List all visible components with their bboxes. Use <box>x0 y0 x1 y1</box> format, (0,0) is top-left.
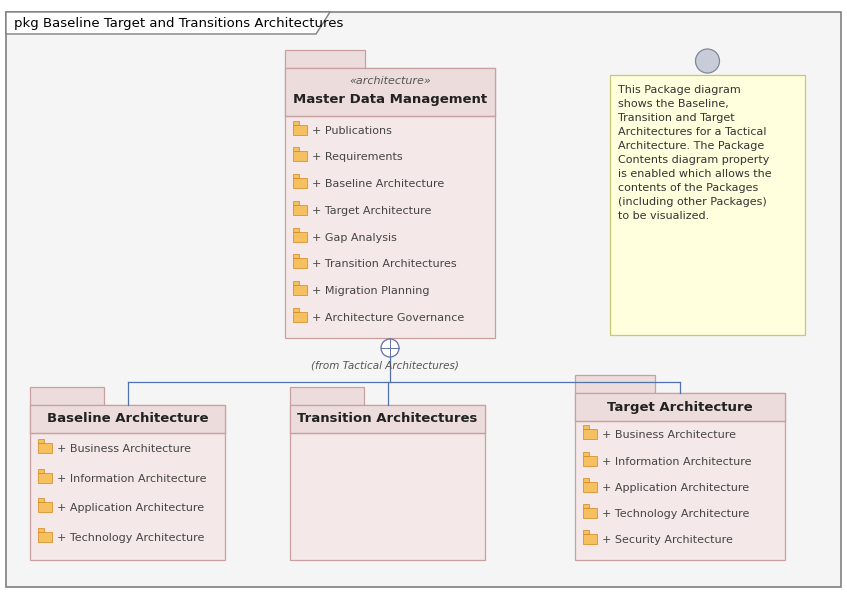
Text: + Publications: + Publications <box>312 126 392 136</box>
Text: + Business Architecture: + Business Architecture <box>602 431 736 440</box>
Polygon shape <box>583 478 590 482</box>
FancyBboxPatch shape <box>293 258 307 268</box>
Text: + Information Architecture: + Information Architecture <box>602 456 751 467</box>
Polygon shape <box>293 255 299 258</box>
FancyBboxPatch shape <box>293 125 307 135</box>
Polygon shape <box>293 201 299 205</box>
FancyBboxPatch shape <box>610 75 805 335</box>
FancyBboxPatch shape <box>38 503 52 512</box>
FancyBboxPatch shape <box>285 68 495 116</box>
Polygon shape <box>293 228 299 232</box>
Text: Master Data Management: Master Data Management <box>293 93 487 107</box>
Text: + Baseline Architecture: + Baseline Architecture <box>312 179 444 189</box>
Text: + Target Architecture: + Target Architecture <box>312 206 431 216</box>
Polygon shape <box>583 452 590 456</box>
Polygon shape <box>583 425 590 429</box>
Text: + Technology Architecture: + Technology Architecture <box>57 533 204 543</box>
FancyBboxPatch shape <box>285 68 495 338</box>
FancyBboxPatch shape <box>38 532 52 542</box>
Text: + Security Architecture: + Security Architecture <box>602 536 733 545</box>
Text: «architecture»: «architecture» <box>349 76 431 86</box>
Circle shape <box>381 339 399 357</box>
FancyBboxPatch shape <box>293 179 307 188</box>
Polygon shape <box>38 528 44 532</box>
Text: (from Tactical Architectures): (from Tactical Architectures) <box>311 361 459 371</box>
Text: pkg Baseline Target and Transitions Architectures: pkg Baseline Target and Transitions Arch… <box>14 17 343 29</box>
Polygon shape <box>293 174 299 179</box>
Polygon shape <box>38 469 44 473</box>
Polygon shape <box>38 498 44 503</box>
FancyBboxPatch shape <box>583 429 597 440</box>
Text: + Application Architecture: + Application Architecture <box>602 483 749 493</box>
FancyBboxPatch shape <box>38 443 52 453</box>
Polygon shape <box>293 121 299 125</box>
Polygon shape <box>285 50 365 68</box>
Polygon shape <box>6 12 330 34</box>
Text: This Package diagram
shows the Baseline,
Transition and Target
Architectures for: This Package diagram shows the Baseline,… <box>618 85 772 221</box>
Polygon shape <box>293 147 299 152</box>
Text: Baseline Architecture: Baseline Architecture <box>47 413 208 425</box>
Polygon shape <box>583 504 590 508</box>
Text: Target Architecture: Target Architecture <box>607 401 753 413</box>
FancyBboxPatch shape <box>575 393 785 421</box>
Text: + Transition Architectures: + Transition Architectures <box>312 259 457 270</box>
FancyBboxPatch shape <box>38 473 52 483</box>
Text: + Architecture Governance: + Architecture Governance <box>312 313 464 323</box>
FancyBboxPatch shape <box>583 534 597 544</box>
FancyBboxPatch shape <box>293 152 307 162</box>
FancyBboxPatch shape <box>583 508 597 518</box>
Text: + Migration Planning: + Migration Planning <box>312 286 429 296</box>
FancyBboxPatch shape <box>290 405 485 433</box>
Text: + Business Architecture: + Business Architecture <box>57 444 191 454</box>
Polygon shape <box>575 375 655 393</box>
FancyBboxPatch shape <box>583 456 597 465</box>
Text: + Technology Architecture: + Technology Architecture <box>602 509 750 519</box>
FancyBboxPatch shape <box>6 12 841 587</box>
FancyBboxPatch shape <box>575 393 785 560</box>
Polygon shape <box>583 530 590 534</box>
Polygon shape <box>290 387 364 405</box>
FancyBboxPatch shape <box>293 285 307 295</box>
FancyBboxPatch shape <box>293 312 307 322</box>
Polygon shape <box>30 387 104 405</box>
Text: + Requirements: + Requirements <box>312 153 402 162</box>
FancyBboxPatch shape <box>30 405 225 560</box>
Polygon shape <box>293 308 299 312</box>
FancyBboxPatch shape <box>290 405 485 560</box>
FancyBboxPatch shape <box>583 482 597 492</box>
FancyBboxPatch shape <box>30 405 225 433</box>
Polygon shape <box>293 281 299 285</box>
Circle shape <box>695 49 719 73</box>
FancyBboxPatch shape <box>293 232 307 242</box>
Text: + Gap Analysis: + Gap Analysis <box>312 232 397 243</box>
Text: + Application Architecture: + Application Architecture <box>57 503 204 513</box>
Polygon shape <box>38 439 44 443</box>
Text: + Information Architecture: + Information Architecture <box>57 474 207 484</box>
Text: Transition Architectures: Transition Architectures <box>297 413 478 425</box>
FancyBboxPatch shape <box>293 205 307 215</box>
